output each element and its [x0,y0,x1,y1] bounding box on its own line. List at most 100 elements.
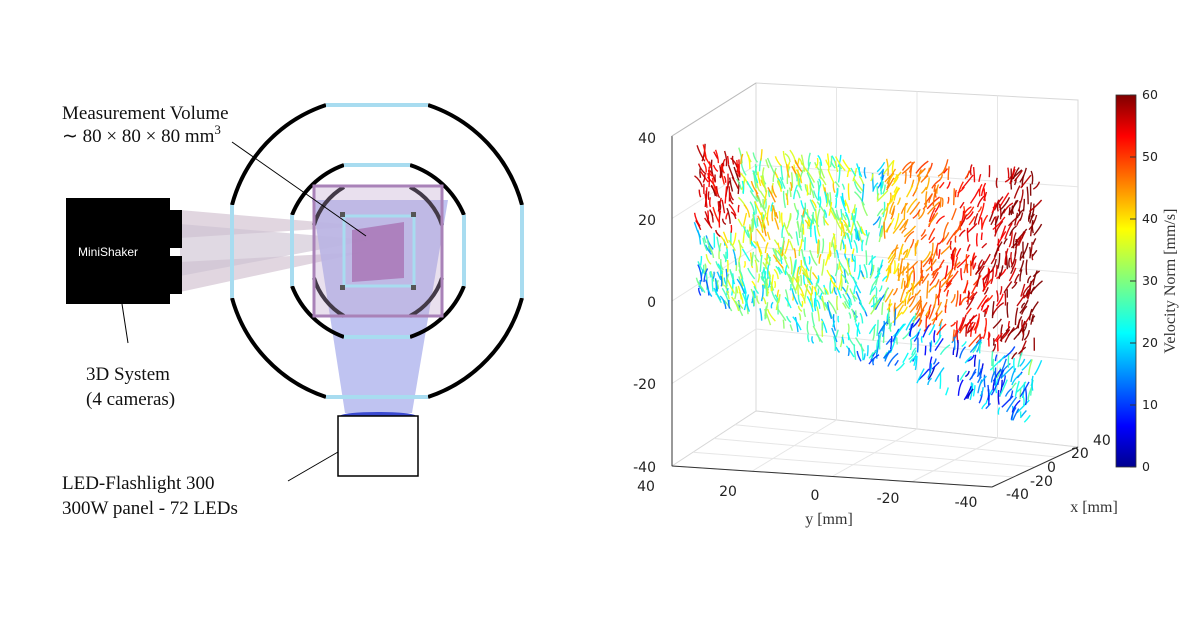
y-axis-label: y [mm] [805,511,853,528]
particle-track [811,221,812,238]
y-tick: -40 [955,495,978,511]
particle-track [807,185,808,196]
particle-track [856,229,857,239]
setup-diagram: MiniShaker Measurement Volume ∼ 80 × 80 … [62,103,522,519]
particle-track [1009,321,1010,328]
colorbar-tick-label: 30 [1142,273,1158,288]
z-tick: 40 [638,131,656,147]
particle-track [712,278,713,291]
particle-track [956,190,957,197]
particle-track [1008,168,1009,179]
colorbar-tick-label: 50 [1142,149,1158,164]
x-tick: 40 [1093,433,1111,449]
z-tick-labels: 40 20 0 -20 -40 [633,131,656,476]
flashlight-body [338,416,418,476]
particle-track [1009,207,1010,214]
track-plot: 40 20 0 -20 -40 40 20 0 -20 -40 40 20 0 … [633,83,1179,528]
particle-track [1032,376,1033,391]
particle-track [720,165,721,177]
particle-track [1026,388,1027,405]
camera-lens-top [166,210,182,248]
measurement-volume-size-text: ∼ 80 × 80 × 80 mm [62,126,215,147]
z-tick: 0 [647,295,656,311]
particle-track [936,313,937,321]
particle-track [710,197,711,207]
y-tick: -20 [877,491,900,507]
corner-marker [340,212,345,217]
outer-ring-arc-bottom-left [232,298,326,397]
colorbar-tick-label: 60 [1142,87,1158,102]
flashlight-leader-line [288,452,338,481]
particle-track [729,300,730,309]
corner-marker [411,285,416,290]
particle-track [805,237,806,250]
particle-track [801,275,802,286]
particle-track [838,316,839,322]
z-tick: -20 [633,377,656,393]
flashlight-label: LED-Flashlight 300 [62,473,215,494]
measurement-volume-fill [352,222,404,282]
flashlight-spec-label: 300W panel - 72 LEDs [62,498,238,519]
x-tick: -20 [1030,474,1053,490]
particle-track [1011,169,1012,182]
system-label: 3D System [86,364,170,385]
colorbar-label: Velocity Norm [mm/s] [1162,209,1179,354]
particle-track [938,297,939,305]
y-tick: 20 [719,484,737,500]
particle-track [930,342,931,352]
particle-track [809,256,810,264]
particle-track [818,239,819,254]
particle-track [855,256,856,272]
x-tick: 20 [1071,446,1089,462]
y-tick: 0 [811,488,820,504]
measurement-volume-size-superscript: 3 [214,122,221,137]
x-axis-label: x [mm] [1070,499,1118,516]
system-leader-line [122,304,128,343]
particle-track [738,205,739,212]
particle-track [954,188,955,205]
particle-track [859,167,860,176]
particle-track [728,156,729,164]
particle-track [942,198,943,207]
y-tick-labels: 40 20 0 -20 -40 [637,479,977,511]
y-tick: 40 [637,479,655,495]
particle-track [854,204,855,213]
particle-track [884,222,885,239]
particle-track [901,248,902,254]
particle-track [922,336,923,342]
x-tick: -40 [1006,487,1029,503]
particle-track [757,218,758,227]
particle-track [998,203,999,212]
particle-track [1026,260,1027,275]
outer-ring-arc-top-left [232,105,326,205]
particle-track [775,281,776,288]
particle-track [1020,389,1021,399]
particle-track [905,281,906,289]
particle-track [977,233,978,246]
particle-track [1007,302,1008,317]
particle-track [998,390,999,405]
particle-track [708,191,709,199]
colorbar-tick-label: 0 [1142,459,1150,474]
particle-track [810,183,811,189]
measurement-volume-size: ∼ 80 × 80 × 80 mm3 [62,122,221,147]
flashlight [338,412,418,476]
particle-track [1030,247,1031,258]
particle-track [845,200,846,207]
camera-system: MiniShaker [66,198,182,304]
corner-marker [340,285,345,290]
particle-track [848,348,849,356]
particle-track [897,338,898,345]
particle-track [848,183,849,200]
particle-track [954,337,955,350]
corner-marker [411,212,416,217]
z-tick: -40 [633,460,656,476]
particle-track [967,264,968,273]
particle-track [967,228,968,242]
particle-track [867,345,868,356]
particle-track [845,245,846,254]
camera-lens-bottom [166,256,182,294]
